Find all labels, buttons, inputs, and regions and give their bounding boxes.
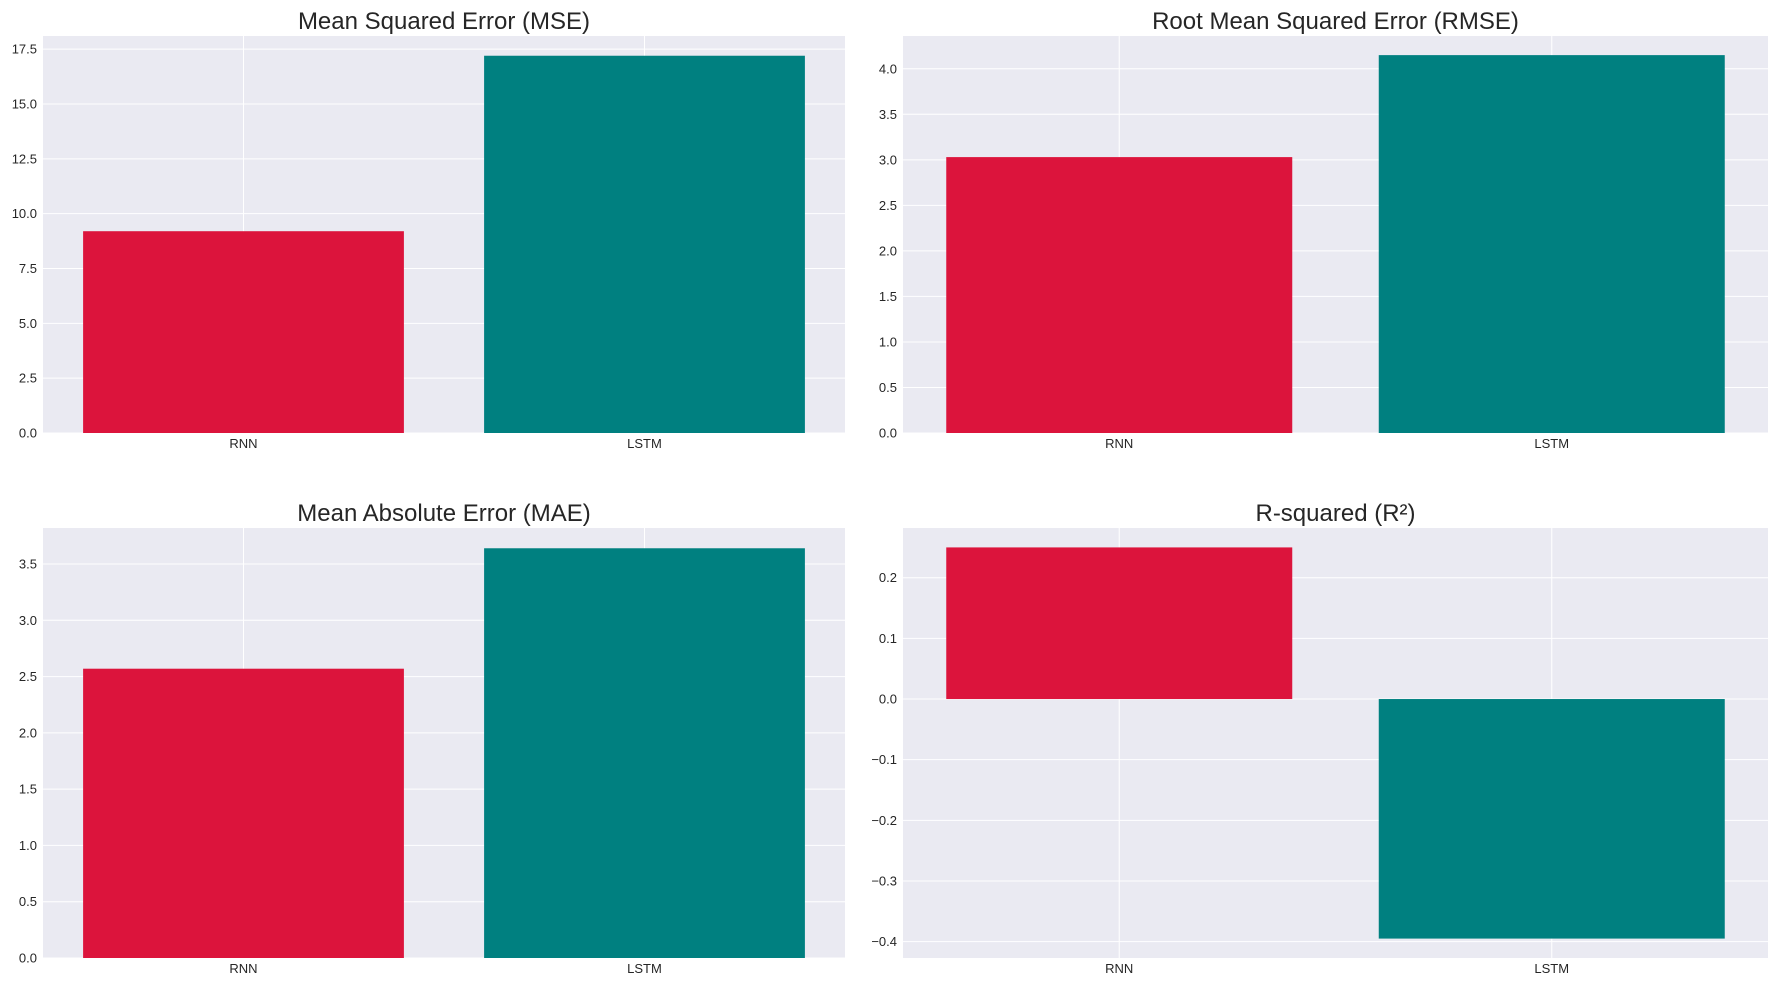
y-tick-label: 0.0 xyxy=(19,951,37,966)
x-tick-label: LSTM xyxy=(1534,436,1569,451)
y-tick-label: 1.0 xyxy=(19,838,37,853)
y-tick-label: 17.5 xyxy=(12,42,37,57)
bar-rnn xyxy=(83,231,404,433)
y-tick-label: 3.0 xyxy=(879,152,897,167)
bar-rnn xyxy=(946,157,1293,433)
y-tick-label: −0.2 xyxy=(871,813,897,828)
y-tick-label: 10.0 xyxy=(12,206,37,221)
x-tick-label: RNN xyxy=(1105,436,1133,451)
y-tick-label: −0.4 xyxy=(871,934,897,949)
plot-area: 0.0 0.5 1.0 1.5 2.0 2.5 3.0 3.5 RNN LSTM xyxy=(19,528,845,976)
chart-title: Mean Squared Error (MSE) xyxy=(297,8,591,35)
y-tick-label: 0.5 xyxy=(879,380,897,395)
plot-area: −0.4 −0.3 −0.2 −0.1 0.0 0.1 0.2 RNN LSTM xyxy=(871,528,1768,976)
x-tick-label: RNN xyxy=(229,961,257,976)
x-tick-label: LSTM xyxy=(1534,961,1569,976)
y-tick-label: 15.0 xyxy=(12,96,37,111)
y-tick-label: 0.2 xyxy=(879,570,897,585)
y-tick-label: 0.0 xyxy=(879,692,897,707)
y-tick-label: 0.0 xyxy=(19,426,37,441)
y-tick-label: 5.0 xyxy=(19,316,37,331)
y-tick-label: −0.3 xyxy=(871,873,897,888)
y-tick-label: 1.0 xyxy=(879,334,897,349)
x-tick-label: RNN xyxy=(229,436,257,451)
y-tick-label: 2.0 xyxy=(19,725,37,740)
plot-area: 0.0 0.5 1.0 1.5 2.0 2.5 3.0 3.5 4.0 RNN LSTM xyxy=(879,36,1768,451)
bar-lstm xyxy=(484,548,805,958)
y-tick-label: 3.5 xyxy=(19,557,37,572)
y-tick-label: 2.5 xyxy=(19,669,37,684)
y-tick-label: 4.0 xyxy=(879,61,897,76)
y-tick-label: 2.0 xyxy=(879,243,897,258)
y-tick-label: 3.0 xyxy=(19,613,37,628)
y-tick-label: 0.1 xyxy=(879,631,897,646)
bar-lstm xyxy=(1378,699,1725,939)
y-tick-label: 2.5 xyxy=(879,198,897,213)
y-tick-label: 7.5 xyxy=(19,261,37,276)
bar-rnn xyxy=(83,668,404,958)
plot-area: 0.0 2.5 5.0 7.5 10.0 12.5 15.0 17.5 RNN LSTM xyxy=(12,36,845,451)
bar-lstm xyxy=(1378,55,1725,434)
y-tick-label: 2.5 xyxy=(19,371,37,386)
y-tick-label: 12.5 xyxy=(12,151,37,166)
chart-title: Mean Absolute Error (MAE) xyxy=(297,500,591,527)
x-tick-label: RNN xyxy=(1105,961,1133,976)
x-tick-label: LSTM xyxy=(627,436,662,451)
y-tick-label: −0.1 xyxy=(871,752,897,767)
y-tick-label: 0.0 xyxy=(879,426,897,441)
chart-title: R-squared (R²) xyxy=(1255,500,1416,527)
y-tick-label: 1.5 xyxy=(879,289,897,304)
y-tick-label: 3.5 xyxy=(879,107,897,122)
x-tick-label: LSTM xyxy=(627,961,662,976)
bar-lstm xyxy=(484,55,805,434)
y-tick-label: 1.5 xyxy=(19,782,37,797)
chart-title: Root Mean Squared Error (RMSE) xyxy=(1152,8,1519,35)
y-tick-label: 0.5 xyxy=(19,894,37,909)
bar-rnn xyxy=(946,547,1293,700)
